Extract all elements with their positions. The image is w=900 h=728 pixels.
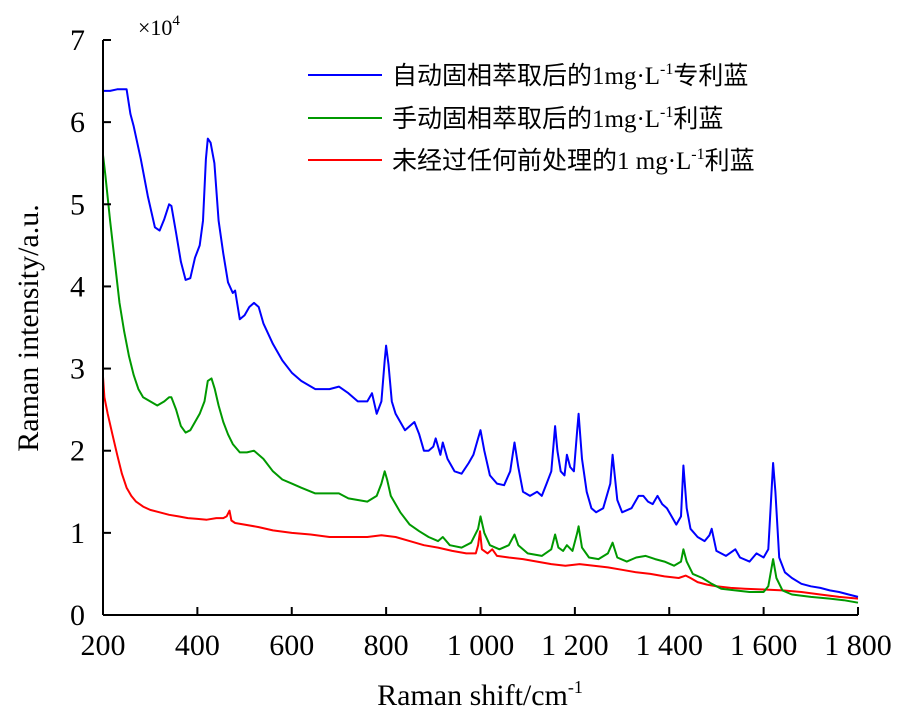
x-tick-label: 200 — [81, 629, 126, 662]
y-tick-label: 1 — [70, 517, 85, 550]
x-tick-label: 1 200 — [541, 629, 609, 662]
x-tick-label: 800 — [364, 629, 409, 662]
legend: 自动固相萃取后的1mg·L-1专利蓝手动固相萃取后的1mg·L-1利蓝未经过任何… — [308, 61, 755, 175]
y-tick-label: 5 — [70, 188, 85, 221]
legend-entry-label: 手动固相萃取后的1mg·L-1利蓝 — [392, 104, 723, 133]
x-tick-label: 1 000 — [447, 629, 515, 662]
series-layer — [102, 88, 859, 604]
legend-entry-label: 自动固相萃取后的1mg·L-1专利蓝 — [392, 61, 748, 90]
y-tick-label: 2 — [70, 435, 85, 468]
plot-area: 200 400 600 800 1 000 1 200 1 400 1 600 1 800 0 1… — [70, 24, 892, 662]
y-tick-label: 3 — [70, 353, 85, 386]
x-ticks: 200 400 600 800 1 000 1 200 1 400 1 600 1 800 — [81, 607, 892, 662]
x-tick-label: 400 — [175, 629, 220, 662]
x-tick-label: 1 800 — [824, 629, 892, 662]
x-tick-label: 600 — [269, 629, 314, 662]
x-tick-label: 1 400 — [636, 629, 704, 662]
y-tick-label: 7 — [70, 24, 85, 57]
x-axis-title: Raman shift/cm-1 — [377, 677, 583, 712]
series-line-1 — [102, 154, 859, 604]
y-tick-label: 6 — [70, 106, 85, 139]
x-tick-label: 1 600 — [730, 629, 798, 662]
series-line-0 — [103, 88, 859, 598]
y-ticks: 0 1 2 3 4 5 6 7 — [70, 24, 111, 632]
series-line-2 — [102, 376, 859, 600]
y-tick-label: 0 — [70, 599, 85, 632]
y-multiplier-label: ×104 — [138, 13, 180, 40]
legend-entry-label: 未经过任何前处理的1 mg·L-1利蓝 — [392, 146, 755, 175]
y-tick-label: 4 — [70, 270, 85, 303]
y-axis-title: Raman intensity/a.u. — [12, 204, 45, 451]
